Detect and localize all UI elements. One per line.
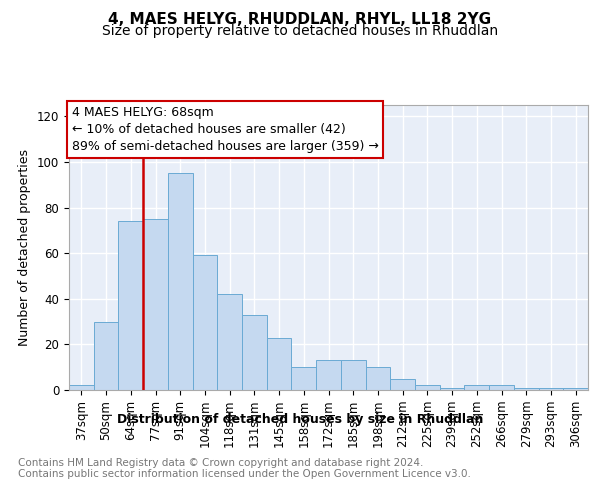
Bar xyxy=(464,386,489,390)
Bar xyxy=(242,315,267,390)
Bar xyxy=(168,174,193,390)
Bar xyxy=(415,386,440,390)
Bar xyxy=(539,388,563,390)
Bar xyxy=(267,338,292,390)
Bar xyxy=(94,322,118,390)
Text: 4, MAES HELYG, RHUDDLAN, RHYL, LL18 2YG: 4, MAES HELYG, RHUDDLAN, RHYL, LL18 2YG xyxy=(109,12,491,28)
Text: Contains HM Land Registry data © Crown copyright and database right 2024.
Contai: Contains HM Land Registry data © Crown c… xyxy=(18,458,471,479)
Y-axis label: Number of detached properties: Number of detached properties xyxy=(19,149,31,346)
Bar xyxy=(390,378,415,390)
Bar xyxy=(143,219,168,390)
Bar xyxy=(118,222,143,390)
Bar xyxy=(440,388,464,390)
Text: Size of property relative to detached houses in Rhuddlan: Size of property relative to detached ho… xyxy=(102,24,498,38)
Bar xyxy=(292,367,316,390)
Text: Distribution of detached houses by size in Rhuddlan: Distribution of detached houses by size … xyxy=(117,412,483,426)
Bar xyxy=(365,367,390,390)
Bar xyxy=(514,388,539,390)
Bar xyxy=(193,256,217,390)
Text: 4 MAES HELYG: 68sqm
← 10% of detached houses are smaller (42)
89% of semi-detach: 4 MAES HELYG: 68sqm ← 10% of detached ho… xyxy=(71,106,379,154)
Bar xyxy=(217,294,242,390)
Bar xyxy=(563,388,588,390)
Bar xyxy=(316,360,341,390)
Bar xyxy=(489,386,514,390)
Bar xyxy=(341,360,365,390)
Bar xyxy=(69,386,94,390)
